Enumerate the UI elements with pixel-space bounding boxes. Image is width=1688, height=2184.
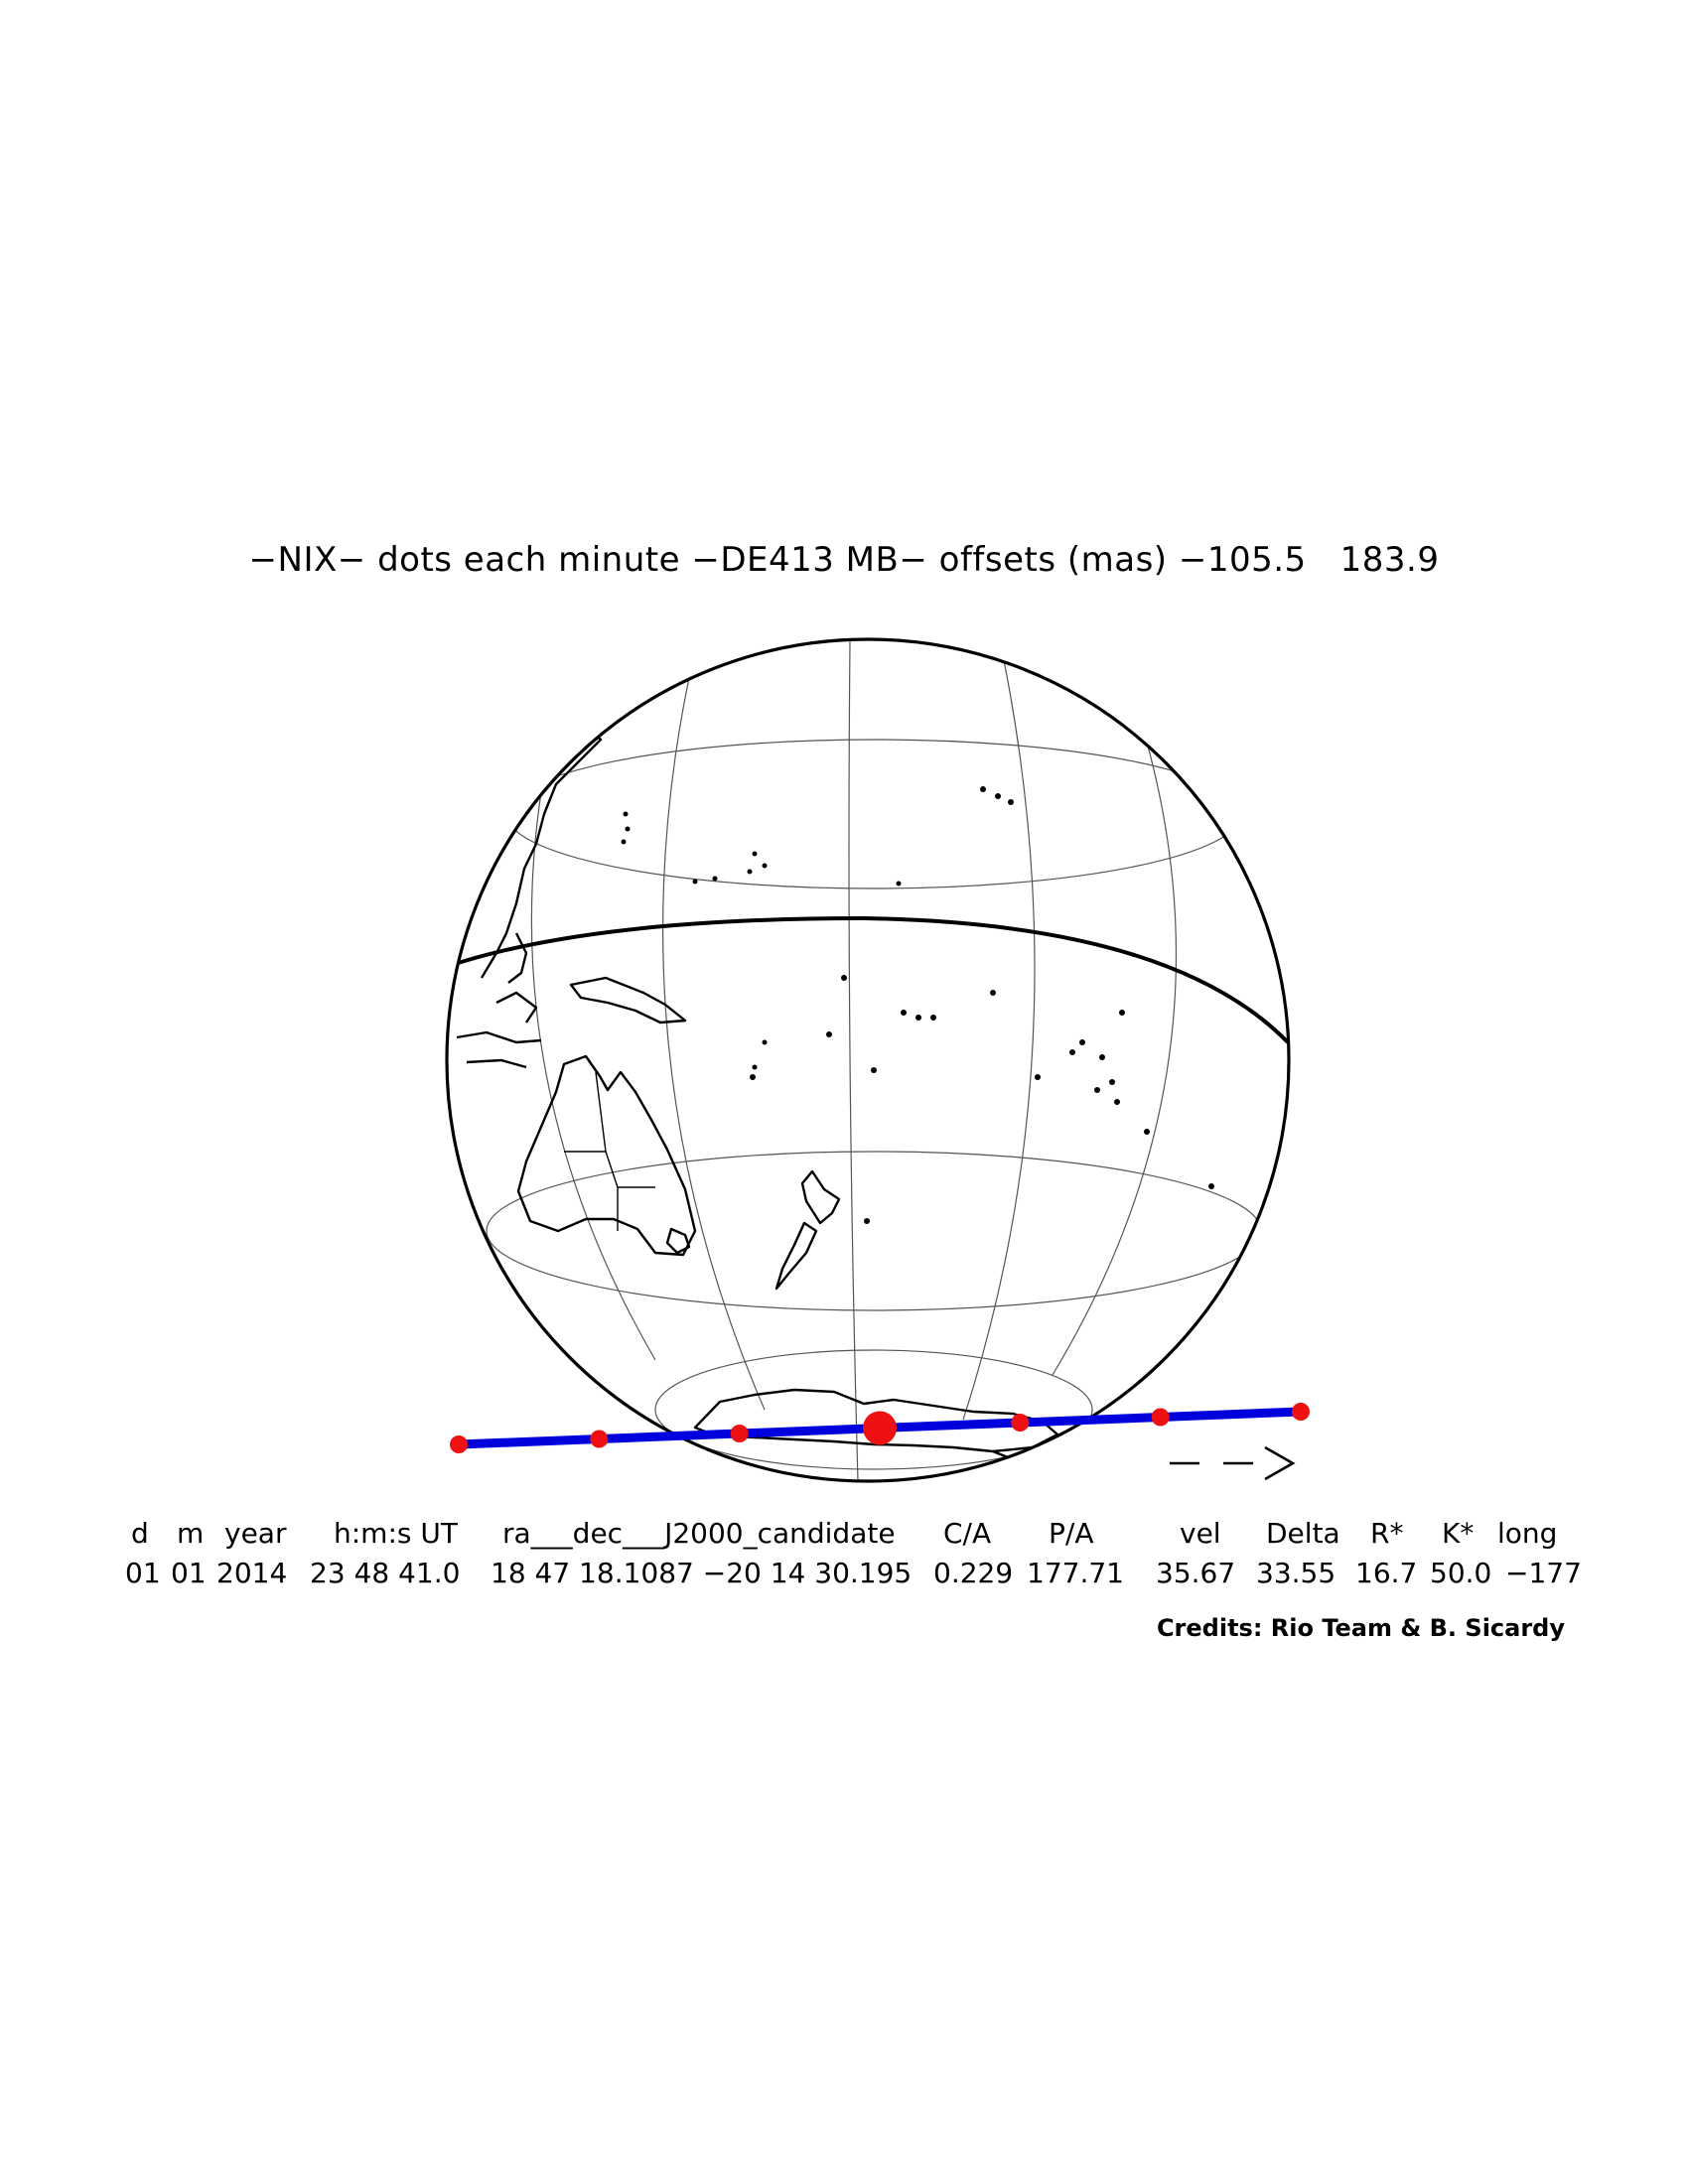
track-dot <box>730 1425 749 1442</box>
latitude-circle <box>486 1151 1262 1311</box>
header-pa: P/A <box>1049 1517 1094 1550</box>
new-guinea-outline <box>569 976 687 1024</box>
header-radec: ra___dec___J2000_candidate <box>502 1517 896 1550</box>
track-dot <box>1011 1414 1030 1432</box>
chart-title: −NIX− dots each minute −DE413 MB− offset… <box>248 540 1440 580</box>
latitude-circle <box>505 739 1242 889</box>
equator-line <box>451 915 1289 1044</box>
meridian-line <box>1052 724 1178 1376</box>
header-time: h:m:s UT <box>334 1517 458 1550</box>
value-ca: 0.229 <box>933 1557 1014 1589</box>
header-delta: Delta <box>1266 1517 1340 1550</box>
value-year: 2014 <box>216 1557 288 1589</box>
value-vel: 35.67 <box>1156 1557 1236 1589</box>
tasmania-outline <box>665 1227 691 1255</box>
globe-outline <box>445 637 1291 1483</box>
header-rstar: R* <box>1370 1517 1404 1550</box>
meridian-line <box>662 649 766 1411</box>
value-delta: 33.55 <box>1256 1557 1336 1589</box>
value-pa: 177.71 <box>1027 1557 1124 1589</box>
track-dot <box>1151 1408 1170 1427</box>
new-zealand-north-outline <box>800 1169 841 1225</box>
value-m: 01 <box>171 1557 207 1589</box>
header-ca: C/A <box>943 1517 992 1550</box>
meridian-line <box>962 654 1036 1421</box>
track-dot <box>1292 1403 1310 1421</box>
central-track-dot <box>863 1411 897 1445</box>
header-m: m <box>177 1517 205 1550</box>
indonesia-outline <box>456 932 542 1069</box>
value-rstar: 16.7 <box>1355 1557 1418 1589</box>
value-d: 01 <box>125 1557 161 1589</box>
header-long: long <box>1497 1517 1558 1550</box>
australia-state-border <box>564 1071 655 1231</box>
coastlines <box>456 681 1059 1469</box>
track-dots <box>450 1403 1310 1453</box>
direction-arrow-icon <box>1170 1445 1296 1481</box>
header-d: d <box>131 1517 149 1550</box>
value-time: 23 48 41.0 <box>310 1557 461 1589</box>
latitude-circle <box>654 1349 1093 1470</box>
meridian-line <box>530 714 656 1361</box>
credits-text: Credits: Rio Team & B. Sicardy <box>1156 1614 1565 1642</box>
new-zealand-south-outline <box>774 1221 818 1291</box>
graticule <box>486 639 1262 1481</box>
meridian-line <box>848 639 859 1481</box>
track-dot <box>450 1435 468 1453</box>
header-vel: vel <box>1180 1517 1221 1550</box>
header-kstar: K* <box>1442 1517 1475 1550</box>
australia-outline <box>516 1054 697 1257</box>
header-year: year <box>224 1517 287 1550</box>
value-kstar: 50.0 <box>1430 1557 1492 1589</box>
value-radec: 18 47 18.1087 −20 14 30.195 <box>491 1557 913 1589</box>
pacific-islands <box>621 786 1214 1224</box>
antarctica-outline <box>693 1388 1059 1453</box>
track-dot <box>590 1430 609 1448</box>
value-long: −177 <box>1505 1557 1582 1589</box>
